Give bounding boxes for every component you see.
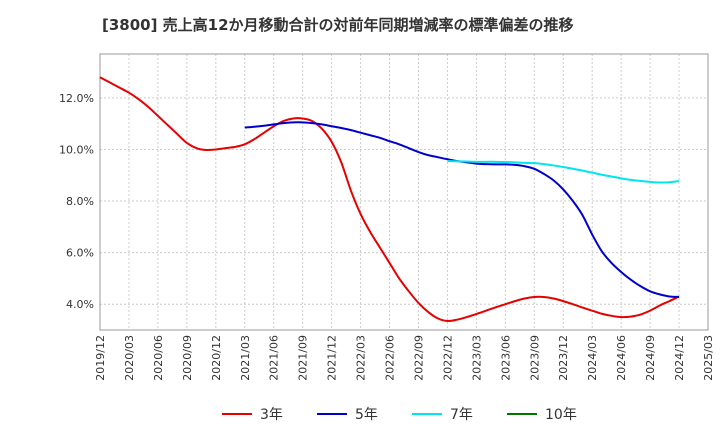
series-line-0 xyxy=(99,76,680,323)
x-tick-label: 2025/03 xyxy=(702,335,715,381)
legend-label-7y: 7年 xyxy=(450,407,473,423)
legend-swatch-10y xyxy=(507,413,537,415)
legend-label-3y: 3年 xyxy=(260,407,283,423)
plot-frame xyxy=(99,53,709,331)
series-line-1 xyxy=(244,121,680,298)
x-tick-label: 2021/09 xyxy=(297,335,310,381)
x-tick-label: 2020/03 xyxy=(123,335,136,381)
series-line-2 xyxy=(447,160,680,184)
x-tick-label: 2024/12 xyxy=(673,335,686,381)
legend-item-10y: 10年 xyxy=(507,400,577,428)
x-tick-label: 2024/03 xyxy=(586,335,599,381)
legend-item-5y: 5年 xyxy=(317,400,378,428)
legend-swatch-7y xyxy=(412,413,442,415)
y-tick-label: 4.0% xyxy=(66,298,94,311)
y-tick-label: 12.0% xyxy=(59,92,94,105)
x-tick-label: 2021/06 xyxy=(268,335,281,381)
x-tick-label: 2022/06 xyxy=(384,335,397,381)
legend-item-3y: 3年 xyxy=(222,400,283,428)
x-tick-label: 2024/09 xyxy=(644,335,657,381)
legend-label-10y: 10年 xyxy=(545,407,577,423)
chart-title: [3800] 売上高12か月移動合計の対前年同期増減率の標準偏差の推移 xyxy=(102,16,574,34)
x-tick-label: 2019/12 xyxy=(94,335,107,381)
x-tick-label: 2024/06 xyxy=(615,335,628,381)
legend-swatch-3y xyxy=(222,413,252,415)
x-tick-label: 2020/12 xyxy=(210,335,223,381)
y-tick-label: 6.0% xyxy=(66,247,94,260)
x-tick-label: 2020/06 xyxy=(152,335,165,381)
x-tick-label: 2022/12 xyxy=(441,335,454,381)
x-tick-label: 2022/03 xyxy=(355,335,368,381)
x-tick-label: 2023/06 xyxy=(499,335,512,381)
x-tick-label: 2020/09 xyxy=(181,335,194,381)
x-tick-label: 2023/09 xyxy=(528,335,541,381)
legend-label-5y: 5年 xyxy=(355,407,378,423)
legend-swatch-5y xyxy=(317,413,347,415)
legend: 3年 5年 7年 10年 xyxy=(0,400,720,428)
y-tick-label: 8.0% xyxy=(66,195,94,208)
y-tick-label: 10.0% xyxy=(59,143,94,156)
x-tick-label: 2023/12 xyxy=(557,335,570,381)
x-tick-label: 2022/09 xyxy=(412,335,425,381)
legend-item-7y: 7年 xyxy=(412,400,473,428)
x-tick-label: 2021/03 xyxy=(239,335,252,381)
x-tick-label: 2021/12 xyxy=(326,335,339,381)
x-tick-label: 2023/03 xyxy=(470,335,483,381)
